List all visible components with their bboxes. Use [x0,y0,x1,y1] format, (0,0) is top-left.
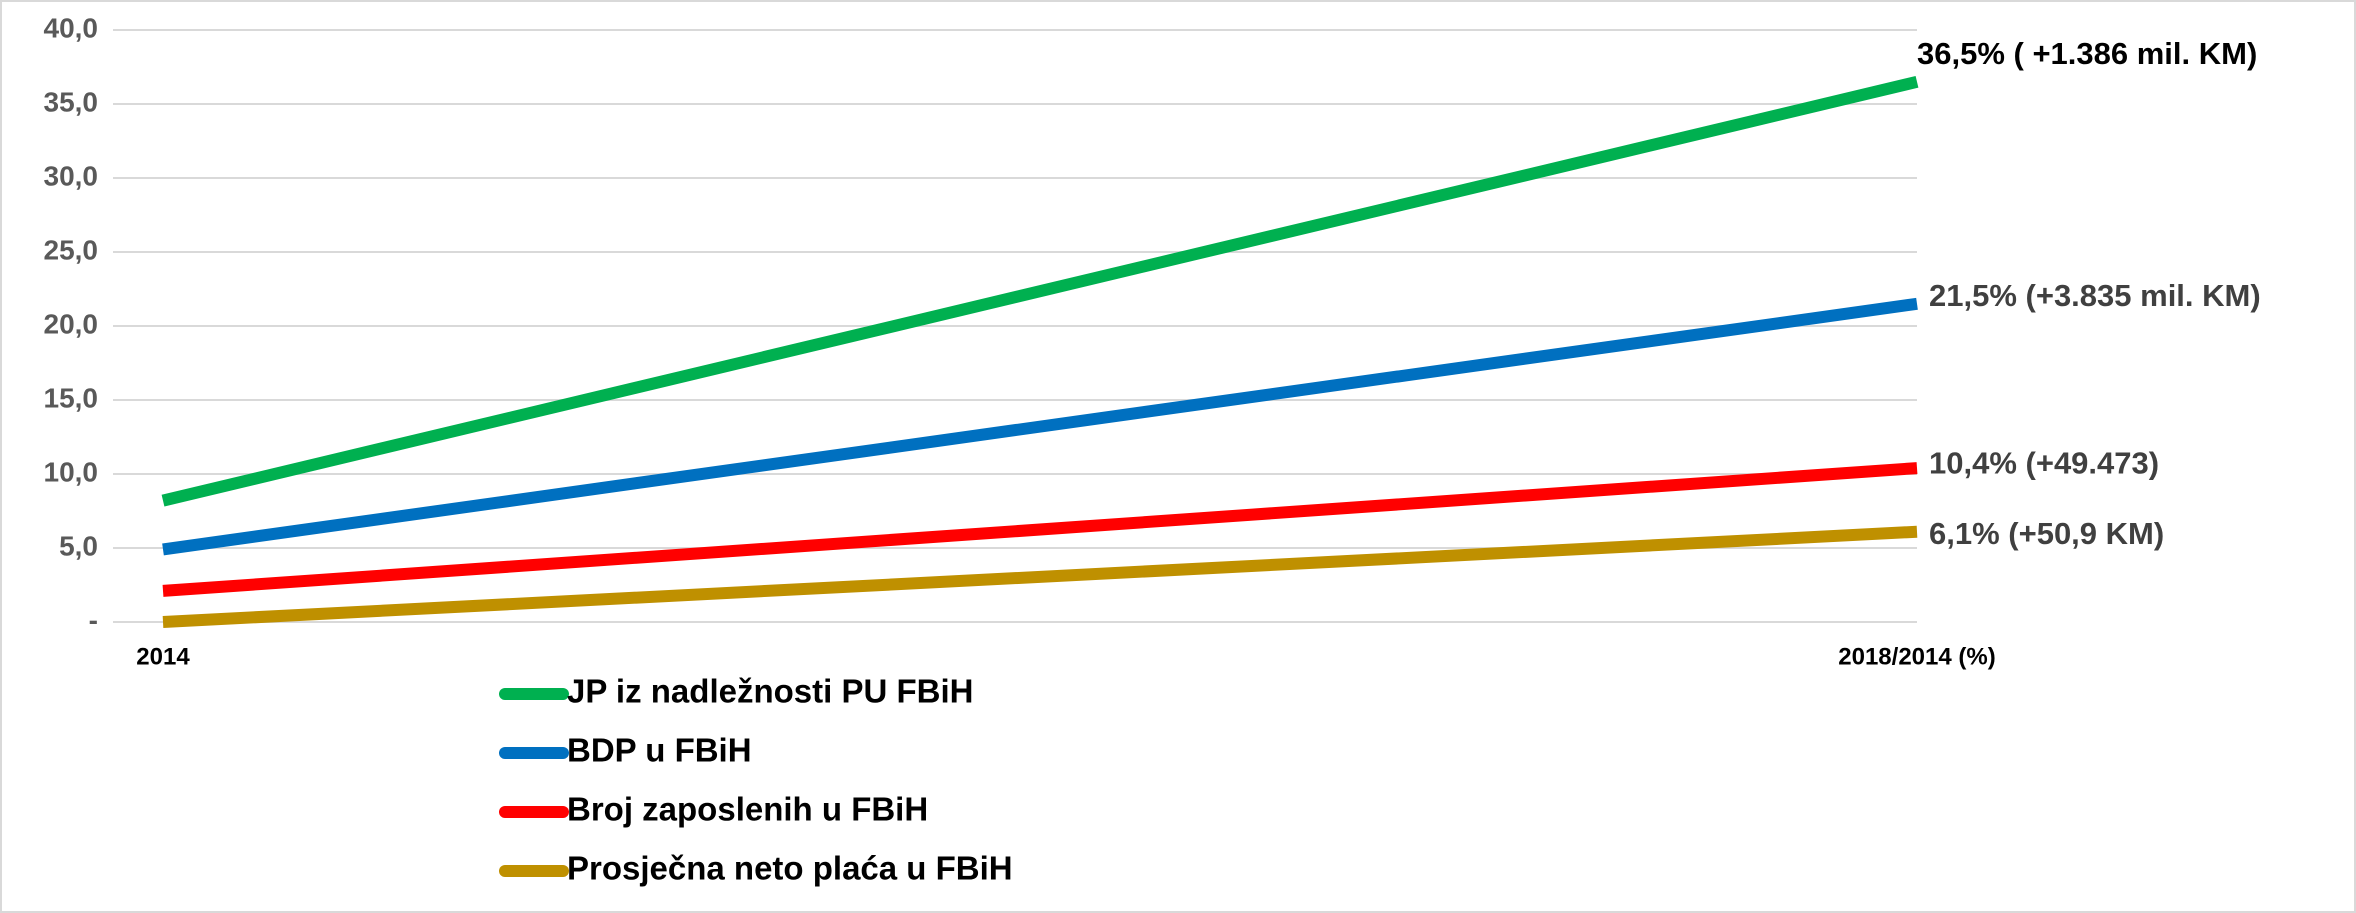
legend-label: BDP u FBiH [567,732,752,769]
y-tick-label: 30,0 [44,160,99,191]
x-tick-label: 2014 [136,643,190,670]
data-label: 10,4% (+49.473) [1929,445,2159,480]
y-tick-label: 15,0 [44,382,99,413]
y-tick-label: 10,0 [44,456,99,487]
series-line [162,297,1918,556]
legend-label: Broj zaposlenih u FBiH [567,791,928,828]
legend-label: Prosječna neto plaća u FBiH [567,850,1013,887]
data-label: 36,5% ( +1.386 mil. KM) [1917,36,2257,71]
y-tick-label: 40,0 [44,12,99,43]
series-line [162,525,1918,628]
data-label: 6,1% (+50,9 KM) [1929,516,2164,551]
x-tick-label: 2018/2014 (%) [1838,643,1995,670]
legend-label: JP iz nadležnosti PU FBiH [567,673,973,710]
y-tick-label: 35,0 [44,86,99,117]
y-tick-label: 5,0 [59,530,98,561]
y-tick-label: - [89,604,98,635]
y-tick-label: 25,0 [44,234,99,265]
data-label: 21,5% (+3.835 mil. KM) [1929,278,2261,313]
y-tick-label: 20,0 [44,308,99,339]
series-line [162,462,1918,597]
series-line [161,75,1919,507]
